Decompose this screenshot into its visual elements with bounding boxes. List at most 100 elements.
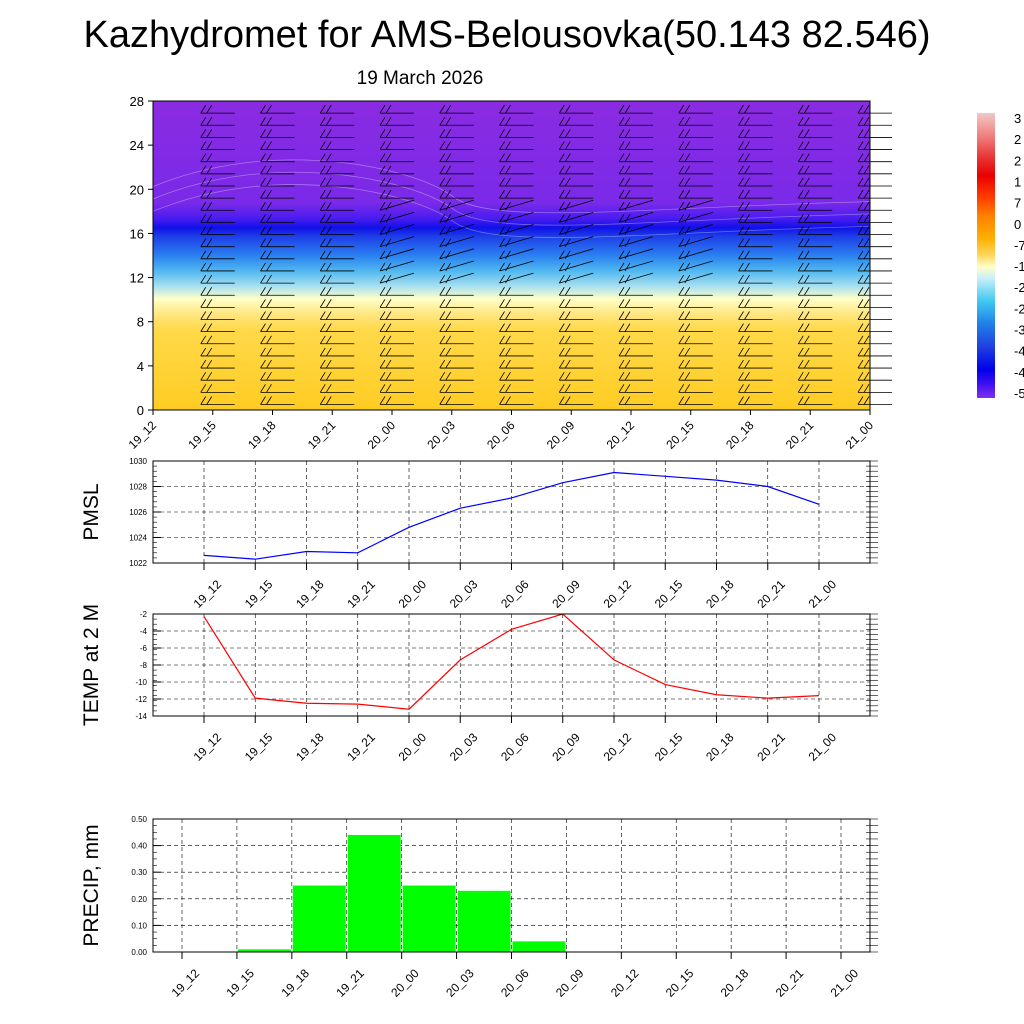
wind-barb [499,248,534,260]
y-tick-label: 1026 [129,508,147,517]
wind-barb [260,250,295,260]
colorbar-label: 2 [1014,153,1021,168]
wind-barb [797,226,833,235]
wind-barb [678,224,713,235]
wind-barb [857,384,892,393]
y-tick-label: 0.00 [131,948,147,957]
colorbar-label: 0 [1014,217,1021,232]
wind-barb [618,371,653,381]
colorbar [977,113,995,398]
x-tick-label: 19_18 [293,730,327,764]
wind-barb [857,359,892,369]
wind-barb [439,248,474,260]
wind-barb [618,165,653,175]
wind-barb [200,117,235,126]
wind-barb [558,248,594,260]
wind-barb [678,384,713,393]
wind-barb [499,272,534,284]
wind-barb [439,212,474,223]
wind-barb [200,371,235,381]
y-tick-label: 1024 [129,534,147,543]
wind-barb [618,347,653,357]
wind-barb [738,189,773,199]
wind-barb [379,323,414,333]
x-tick-label: 19_21 [344,577,378,611]
x-tick-label: 20_12 [604,418,638,452]
y-tick-label: 0.40 [131,842,147,851]
wind-barb [260,153,295,163]
wind-barb [857,129,892,138]
wind-barb [857,165,892,175]
wind-barb [797,202,833,211]
wind-barb [319,371,355,381]
wind-barb [379,371,414,381]
wind-barb [558,129,594,138]
x-tick-label: 20_12 [601,577,635,611]
y-tick-label: 4 [137,359,144,374]
wind-barb [797,129,833,138]
isotherm-line [152,171,871,226]
wind-barb [618,199,654,211]
y-tick-label: 1022 [129,559,147,568]
wind-barb [618,141,653,150]
x-tick-label: 20_21 [773,966,807,1000]
wind-barb [439,359,474,369]
wind-barb [558,260,594,272]
wind-barb [678,371,713,381]
wind-barb [499,141,534,150]
wind-barb [618,323,653,333]
wind-barb [797,189,833,199]
wind-barb [439,323,474,333]
x-tick-label: 20_21 [754,577,788,611]
wind-barb [618,396,653,405]
isotherm-line [152,184,871,238]
wind-barb [319,396,355,405]
wind-barb [319,153,355,163]
wind-barb [439,272,474,284]
wind-barb [797,177,833,187]
wind-barb [857,238,892,248]
precip-bar [347,834,401,952]
wind-barb [319,104,355,114]
wind-barb [319,262,355,272]
wind-barb [200,129,235,138]
wind-barb [558,236,594,248]
wind-barb [200,274,235,284]
wind-barb [499,199,534,211]
wind-barb [558,141,594,150]
wind-barb [857,299,892,308]
wind-barb [379,260,415,272]
x-tick-label: 20_21 [754,730,788,764]
wind-barb [439,104,474,114]
wind-barb [260,129,295,138]
wind-barb [678,323,713,333]
precip-bar [402,885,456,952]
wind-barb [200,250,235,260]
wind-barb [260,117,295,126]
x-tick-label: 19_12 [169,966,203,1000]
wind-barb [260,238,295,248]
x-tick-label: 20_00 [365,418,399,452]
wind-barb [618,260,654,272]
wind-barb [738,177,773,187]
wind-barb [379,347,414,357]
wind-barb [857,287,892,296]
y-tick-label: -4 [140,627,148,636]
wind-barb [738,384,773,393]
wind-barb [200,202,235,211]
colorbar-label: -2 [1014,280,1024,295]
wind-barbs [200,104,892,405]
chart-title: Kazhydromet for AMS-Belousovka(50.143 82… [83,14,931,56]
wind-barb [260,396,295,405]
x-tick-label: 20_03 [447,577,481,611]
y-tick-label: 20 [130,182,144,197]
wind-barb [558,199,594,211]
colorbar-label: -2 [1014,301,1024,316]
wind-barb [319,189,355,199]
y-tick-label: 0.10 [131,921,147,930]
wind-barb [797,311,833,320]
x-tick-label: 20_09 [549,730,583,764]
x-tick-label: 21_00 [843,418,877,452]
x-tick-label: 19_18 [278,966,312,1000]
